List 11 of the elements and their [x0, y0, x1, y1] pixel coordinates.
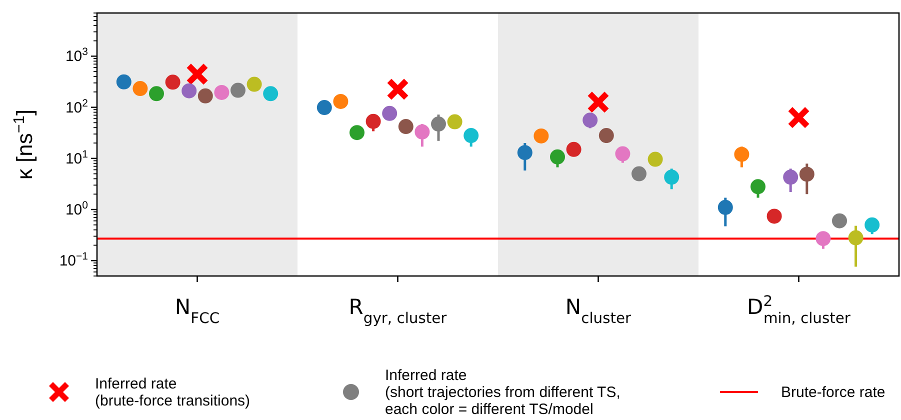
x-tick-label: N$_{FCC}$: [174, 295, 220, 326]
y-tick-label: 10$^{0}$: [65, 200, 88, 219]
legend-label: Inferred rate (short trajectories from different TS, each color = different TS/model: [385, 367, 620, 418]
y-tick-label: 10$^{−1}$: [59, 250, 88, 270]
x-tick-label: R$_{gyr, cluster}$: [348, 295, 448, 326]
y-tick-label: 10$^{3}$: [65, 46, 88, 66]
x-tick-label: N$_{cluster}$: [565, 295, 632, 326]
legend-label: Inferred rate (brute-force transitions): [95, 376, 250, 410]
y-tick-label: 10$^{1}$: [65, 148, 88, 168]
legend-label: Brute-force rate: [781, 384, 886, 401]
y-tick-label: 10$^{2}$: [65, 97, 88, 116]
